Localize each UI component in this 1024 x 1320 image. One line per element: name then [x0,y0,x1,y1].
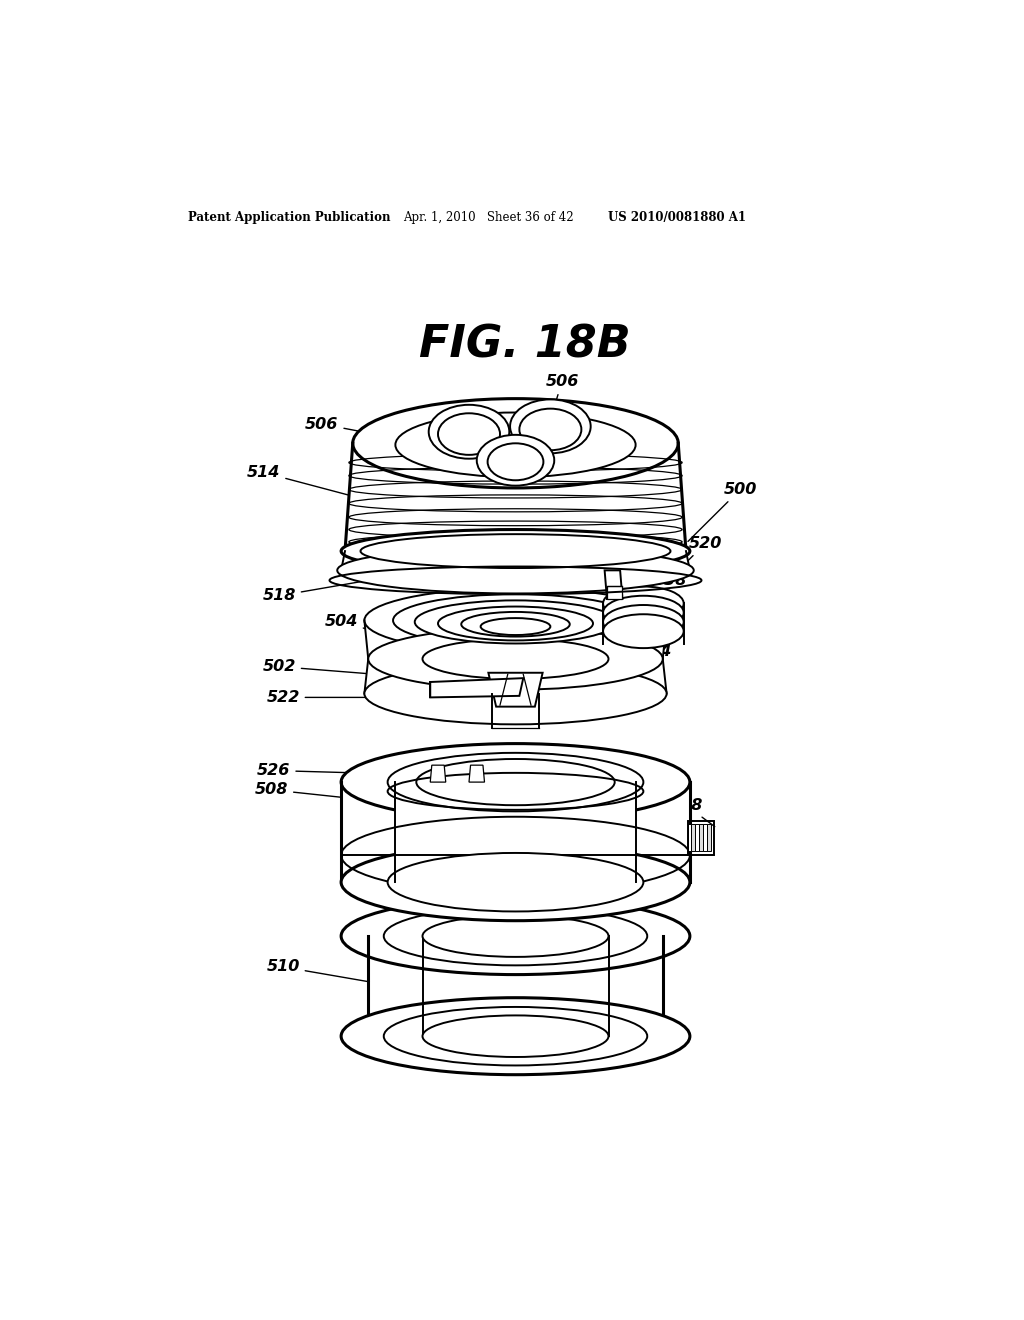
Polygon shape [604,570,623,599]
Polygon shape [430,766,445,781]
Ellipse shape [603,595,684,630]
Ellipse shape [519,409,582,450]
Ellipse shape [477,434,554,486]
Text: 506: 506 [546,374,579,429]
Ellipse shape [461,612,569,636]
Ellipse shape [429,405,509,459]
Ellipse shape [510,400,591,453]
Polygon shape [365,620,667,659]
Text: 508: 508 [255,783,341,797]
Polygon shape [430,678,523,697]
Text: US 2010/0081880 A1: US 2010/0081880 A1 [608,211,746,224]
Polygon shape [365,659,667,693]
Text: 514: 514 [247,465,354,496]
Ellipse shape [415,601,616,644]
Polygon shape [369,936,663,1036]
Polygon shape [691,825,695,851]
Ellipse shape [395,412,636,478]
Text: 520: 520 [688,536,722,561]
Text: 502: 502 [262,659,373,675]
Text: 538: 538 [626,573,687,589]
Ellipse shape [423,915,608,957]
Ellipse shape [341,843,690,921]
Polygon shape [345,444,686,552]
Ellipse shape [603,586,684,620]
Polygon shape [395,781,636,882]
Polygon shape [687,825,691,851]
Ellipse shape [365,589,667,653]
Text: 518: 518 [262,581,366,603]
Text: 518: 518 [584,582,633,611]
Ellipse shape [360,535,671,568]
Text: 504: 504 [638,635,672,659]
Ellipse shape [423,1015,608,1057]
Polygon shape [341,781,690,882]
Polygon shape [695,825,699,851]
Ellipse shape [603,605,684,639]
Ellipse shape [384,907,647,965]
Polygon shape [607,586,623,599]
Ellipse shape [423,639,608,678]
Polygon shape [469,766,484,781]
Ellipse shape [438,413,500,455]
Ellipse shape [388,752,643,812]
Ellipse shape [341,898,690,974]
Text: 510: 510 [266,960,370,982]
Ellipse shape [341,743,690,821]
Ellipse shape [438,607,593,640]
Ellipse shape [341,529,690,573]
Text: 506: 506 [305,417,420,442]
Text: 528: 528 [670,797,715,826]
Text: 500: 500 [688,482,757,541]
Text: Patent Application Publication: Patent Application Publication [188,211,391,224]
Text: FIG. 18B: FIG. 18B [419,323,631,367]
Ellipse shape [341,998,690,1074]
Polygon shape [616,603,671,644]
Ellipse shape [393,594,638,647]
Ellipse shape [365,663,667,725]
Text: Apr. 1, 2010   Sheet 36 of 42: Apr. 1, 2010 Sheet 36 of 42 [403,211,573,224]
Text: 512: 512 [542,681,633,696]
Polygon shape [488,673,543,706]
Ellipse shape [337,548,693,594]
Polygon shape [703,825,707,851]
Polygon shape [707,825,711,851]
Polygon shape [341,552,690,570]
Polygon shape [699,825,703,851]
Ellipse shape [480,618,550,635]
Text: 504: 504 [325,614,389,635]
Ellipse shape [388,853,643,911]
Text: 522: 522 [266,690,427,705]
Ellipse shape [487,444,544,480]
Text: 526: 526 [257,763,409,777]
Ellipse shape [603,614,684,648]
Ellipse shape [417,759,614,805]
Ellipse shape [369,628,663,689]
Ellipse shape [384,1007,647,1065]
Ellipse shape [352,399,678,488]
